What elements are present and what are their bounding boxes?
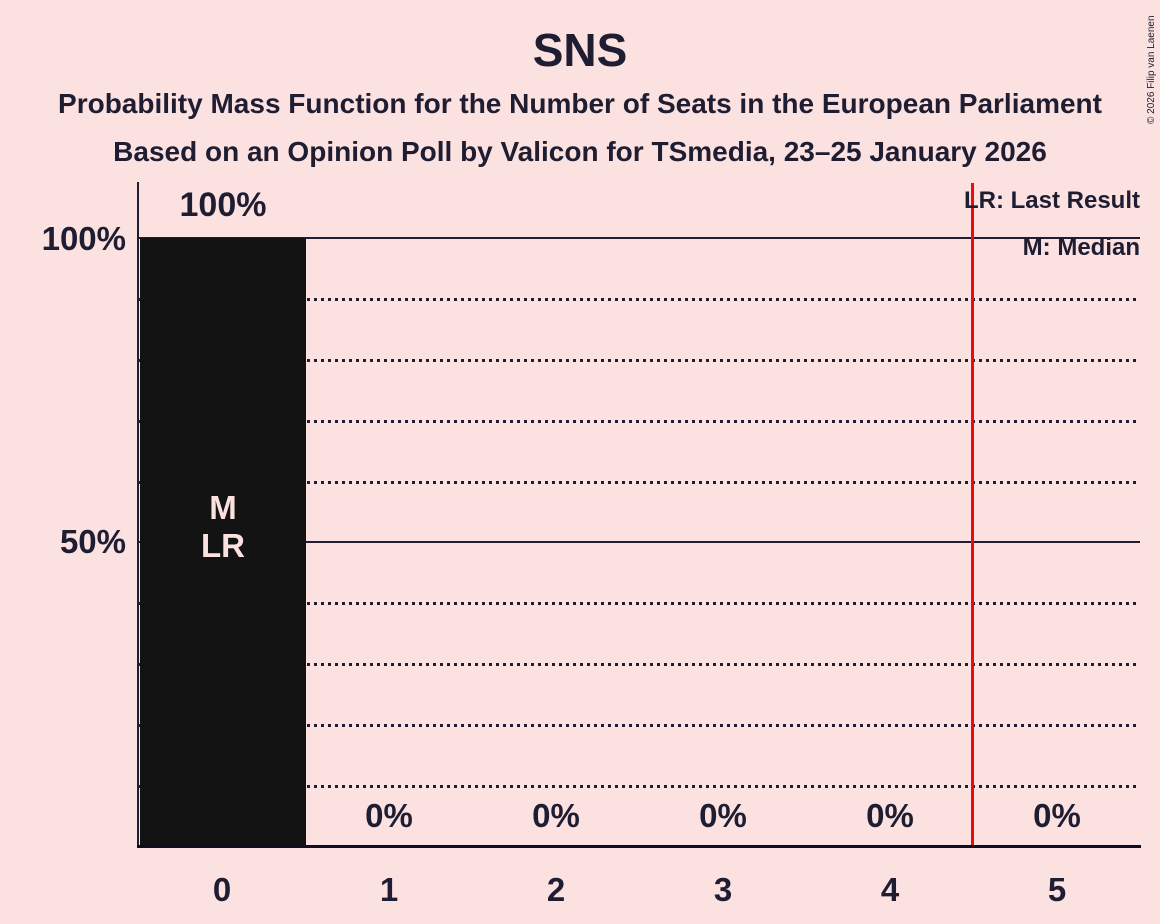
gridline-70pct [139, 420, 1140, 423]
legend-last-result: LR: Last Result [963, 187, 1140, 214]
x-tick-label-1: 1 [379, 871, 399, 908]
gridline-20pct [139, 724, 1140, 727]
bar-value-label-1: 0% [365, 797, 413, 834]
gridline-40pct [139, 602, 1140, 605]
gridline-90pct [139, 298, 1140, 301]
last-result-line [971, 183, 974, 845]
bar-value-label-4: 0% [866, 797, 914, 834]
bar-value-label-0: 100% [179, 186, 267, 224]
chart-title: SNS [532, 24, 628, 76]
bar-value-label-3: 0% [699, 797, 747, 834]
median-marker: M [209, 489, 237, 526]
copyright-notice: © 2026 Filip van Laenen [1146, 15, 1157, 124]
x-tick-label-2: 2 [546, 871, 566, 908]
x-tick-label-5: 5 [1047, 871, 1067, 908]
last-result-marker: LR [201, 527, 245, 564]
gridline-30pct [139, 663, 1140, 666]
gridline-80pct [139, 359, 1140, 362]
y-axis-label-50: 50% [59, 523, 126, 560]
bar-value-label-2: 0% [532, 797, 580, 834]
x-tick-label-0: 0 [212, 871, 232, 908]
gridline-100pct [139, 237, 1140, 239]
bar-annotation: M LR [139, 489, 307, 565]
x-tick-label-3: 3 [713, 871, 733, 908]
chart-subtitle-line1: Probability Mass Function for the Number… [58, 88, 1102, 119]
chart-subtitle-line2: Based on an Opinion Poll by Valicon for … [113, 136, 1047, 167]
legend-median: M: Median [1022, 234, 1140, 261]
x-tick-label-4: 4 [880, 871, 900, 908]
gridline-10pct [139, 785, 1140, 788]
y-axis-label-100: 100% [41, 220, 126, 257]
x-axis-line [137, 845, 1141, 848]
bar-seats-0 [140, 238, 306, 845]
bar-value-label-5: 0% [1033, 797, 1081, 834]
gridline-50pct [139, 541, 1140, 543]
y-axis-line [137, 182, 139, 847]
gridline-60pct [139, 481, 1140, 484]
